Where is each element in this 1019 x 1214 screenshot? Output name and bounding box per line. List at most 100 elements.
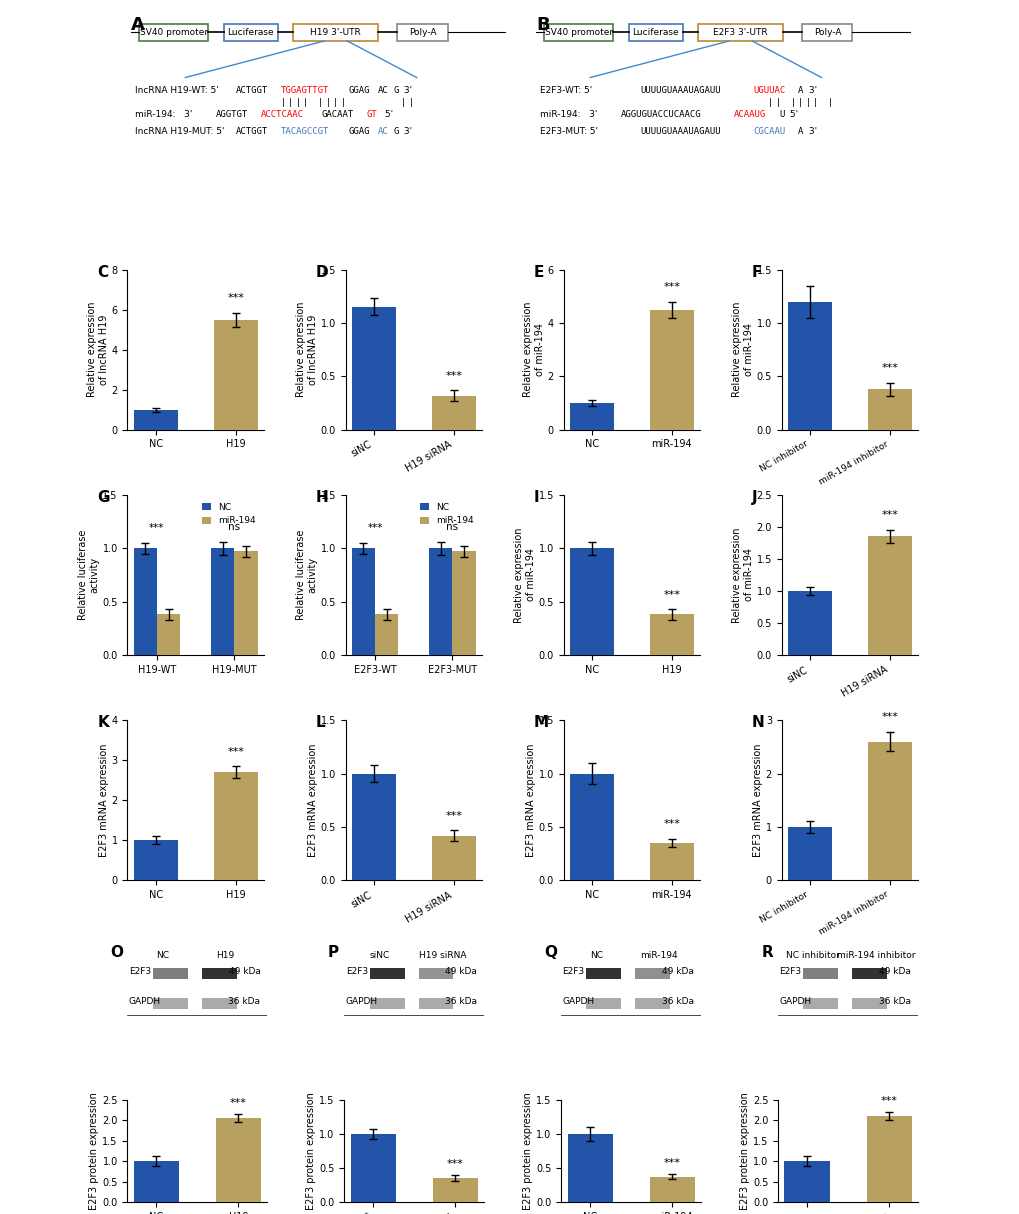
Bar	[429, 549, 452, 656]
Text: H: H	[315, 490, 328, 505]
Y-axis label: Relative expression
of miR-194: Relative expression of miR-194	[523, 302, 544, 397]
Text: E: E	[533, 265, 543, 279]
Bar	[352, 773, 395, 880]
Text: R: R	[760, 946, 772, 960]
Text: 49 kDa: 49 kDa	[878, 966, 910, 976]
Bar	[649, 614, 693, 656]
Text: H19: H19	[216, 951, 234, 960]
Bar	[649, 1176, 694, 1202]
Bar	[867, 742, 911, 880]
Text: 36 kDa: 36 kDa	[661, 997, 694, 1006]
Bar	[570, 403, 613, 430]
Text: UUUUGUAAAUAGAUU: UUUUGUAAAUAGAUU	[640, 127, 720, 136]
Text: GAPDH: GAPDH	[562, 997, 594, 1006]
Text: AC: AC	[378, 127, 388, 136]
Text: ACCTCAAC: ACCTCAAC	[261, 109, 304, 119]
Text: GT: GT	[366, 109, 377, 119]
Y-axis label: E2F3 protein expression: E2F3 protein expression	[90, 1093, 100, 1210]
Text: NC: NC	[156, 951, 169, 960]
Text: |: |	[790, 98, 795, 107]
Y-axis label: Relative expression
of lncRNA H19: Relative expression of lncRNA H19	[296, 302, 317, 397]
Text: ***: ***	[880, 713, 898, 722]
Text: TGGAGTTGT: TGGAGTTGT	[280, 86, 329, 96]
Text: |: |	[775, 98, 780, 107]
Bar	[787, 827, 832, 880]
Text: GGAG: GGAG	[347, 86, 370, 96]
Text: |: |	[333, 98, 338, 107]
Bar	[649, 843, 693, 880]
FancyBboxPatch shape	[852, 998, 887, 1009]
FancyBboxPatch shape	[224, 24, 277, 41]
Y-axis label: E2F3 mRNA expression: E2F3 mRNA expression	[308, 743, 317, 857]
FancyBboxPatch shape	[543, 24, 612, 41]
Text: SV40 promoter: SV40 promoter	[544, 28, 612, 36]
Text: GAPDH: GAPDH	[779, 997, 811, 1006]
Bar	[867, 390, 911, 430]
FancyBboxPatch shape	[586, 998, 621, 1009]
Text: |: |	[303, 98, 308, 107]
Text: Luciferase: Luciferase	[632, 28, 679, 36]
Text: D: D	[315, 265, 328, 279]
Y-axis label: E2F3 protein expression: E2F3 protein expression	[740, 1093, 749, 1210]
Bar	[431, 835, 475, 880]
Text: |: |	[767, 98, 772, 107]
Bar	[211, 549, 234, 656]
Y-axis label: E2F3 mRNA expression: E2F3 mRNA expression	[525, 743, 535, 857]
Text: Poly-A: Poly-A	[409, 28, 436, 36]
Text: ***: ***	[880, 510, 898, 521]
Text: E2F3: E2F3	[128, 966, 151, 976]
Text: |: |	[318, 98, 323, 107]
Text: ***: ***	[227, 747, 244, 756]
Text: U: U	[779, 109, 784, 119]
Bar	[375, 614, 397, 656]
FancyBboxPatch shape	[635, 998, 669, 1009]
Text: G: G	[393, 86, 398, 96]
FancyBboxPatch shape	[202, 968, 236, 978]
Text: N: N	[751, 715, 763, 731]
Text: ACTGGT: ACTGGT	[235, 86, 267, 96]
Text: miR-194:   3': miR-194: 3'	[540, 109, 597, 119]
Text: M: M	[533, 715, 548, 731]
Bar	[213, 319, 258, 430]
Text: 49 kDa: 49 kDa	[661, 966, 694, 976]
Bar	[867, 537, 911, 656]
Text: ACAAUG: ACAAUG	[733, 109, 765, 119]
Text: 3': 3'	[805, 127, 816, 136]
FancyBboxPatch shape	[202, 998, 236, 1009]
Y-axis label: Relative luciferase
activity: Relative luciferase activity	[77, 529, 100, 620]
FancyBboxPatch shape	[397, 24, 447, 41]
Bar	[133, 549, 157, 656]
Text: E2F3: E2F3	[562, 966, 584, 976]
Bar	[352, 307, 395, 430]
Text: GAPDH: GAPDH	[128, 997, 161, 1006]
FancyBboxPatch shape	[153, 968, 187, 978]
Text: Poly-A: Poly-A	[813, 28, 841, 36]
Bar	[431, 396, 475, 430]
Text: miR-194: miR-194	[640, 951, 678, 960]
Text: ***: ***	[662, 590, 680, 600]
Text: ***: ***	[662, 819, 680, 829]
Text: L: L	[315, 715, 325, 731]
Bar	[351, 1134, 395, 1202]
Text: |: |	[805, 98, 810, 107]
Text: 36 kDa: 36 kDa	[878, 997, 910, 1006]
Text: 5': 5'	[381, 109, 392, 119]
Text: ***: ***	[445, 370, 462, 381]
FancyBboxPatch shape	[803, 998, 838, 1009]
Bar	[432, 1178, 478, 1202]
FancyBboxPatch shape	[852, 968, 887, 978]
FancyBboxPatch shape	[293, 24, 378, 41]
Bar	[452, 551, 475, 656]
Text: E2F3-MUT: 5': E2F3-MUT: 5'	[540, 127, 597, 136]
Text: AC: AC	[378, 86, 388, 96]
FancyBboxPatch shape	[586, 968, 621, 978]
Text: A: A	[131, 16, 145, 34]
Text: J: J	[751, 490, 756, 505]
Legend: NC, miR-194: NC, miR-194	[198, 499, 259, 529]
Text: E2F3: E2F3	[779, 966, 801, 976]
Bar	[133, 840, 177, 880]
Bar	[866, 1117, 911, 1202]
Text: GACAAT: GACAAT	[321, 109, 354, 119]
Text: 3': 3'	[400, 127, 412, 136]
FancyBboxPatch shape	[803, 968, 838, 978]
